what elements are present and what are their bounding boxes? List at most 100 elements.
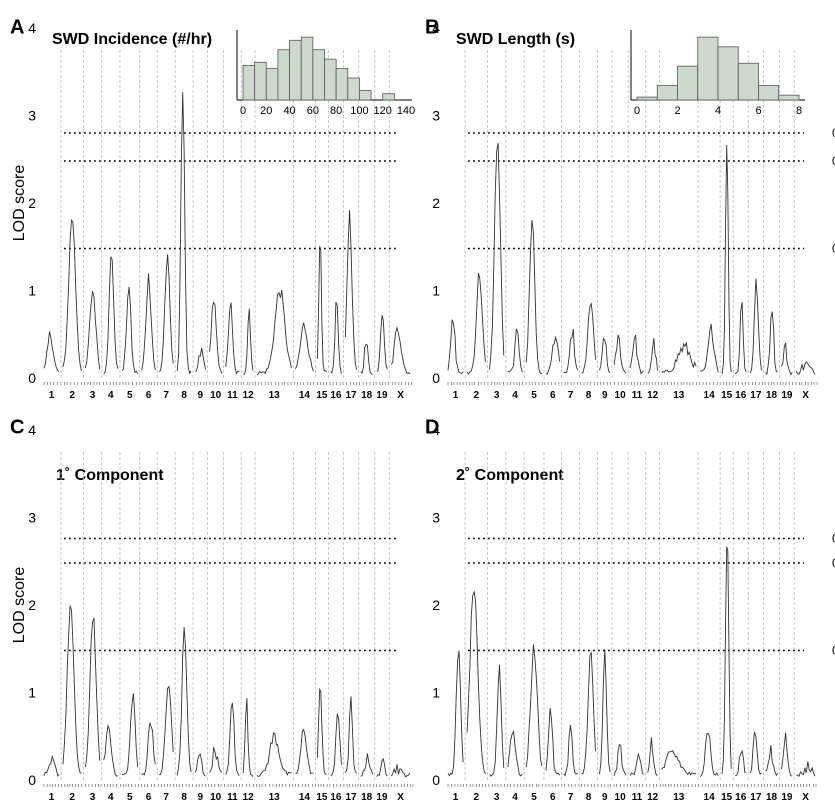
lod-curve-chr-1 xyxy=(447,319,464,375)
lod-curve-chr-6 xyxy=(141,273,156,371)
threshold-label: 0.05 xyxy=(832,126,835,140)
inset-x-tick-label: 120 xyxy=(374,105,392,117)
chromosome-tick-label: 13 xyxy=(269,390,281,401)
lod-curve-chr-15 xyxy=(316,246,327,373)
lod-curve-chr-7 xyxy=(159,685,174,775)
lod-curve-chr-18 xyxy=(360,753,374,777)
y-tick-label: 4 xyxy=(432,422,440,438)
y-tick-label: 0 xyxy=(28,370,36,386)
threshold-label: 0.63 xyxy=(832,242,835,256)
lod-curve-chr-10 xyxy=(209,747,223,773)
lod-curve-chr-8 xyxy=(176,627,192,776)
y-tick-label: 1 xyxy=(28,685,36,701)
lod-curve-chr-10 xyxy=(613,334,627,374)
panel-title: 2˚ Component xyxy=(456,467,564,484)
chromosome-tick-label: 6 xyxy=(146,390,152,401)
chromosome-tick-label: 18 xyxy=(361,792,373,800)
lod-curve-chr-16 xyxy=(735,749,747,777)
inset-bar xyxy=(289,39,302,101)
y-tick-label: 4 xyxy=(28,422,36,438)
panel-letter: D xyxy=(425,417,439,439)
chromosome-tick-label: 4 xyxy=(108,390,114,401)
lod-curve-chr-8 xyxy=(581,302,596,374)
chromosome-tick-label: 7 xyxy=(568,390,574,401)
chromosome-tick-label: 11 xyxy=(227,390,238,401)
chromosome-tick-label: 2 xyxy=(474,792,480,800)
chromosome-tick-label: 4 xyxy=(108,792,114,800)
lod-curve-chr-6 xyxy=(545,708,560,776)
inset-x-tick-label: 40 xyxy=(283,105,295,117)
lod-curve-chr-13 xyxy=(661,342,697,373)
chromosome-tick-label: 12 xyxy=(243,390,255,401)
inset-bar xyxy=(347,77,360,101)
y-tick-label: 4 xyxy=(28,20,36,36)
lod-curve-chr-1 xyxy=(43,754,60,777)
lod-curve-chr-16 xyxy=(734,301,747,375)
inset-bar xyxy=(677,65,699,101)
marker-rug xyxy=(447,382,818,385)
threshold-label: 0.05 xyxy=(832,532,835,546)
inset-bar xyxy=(312,49,325,101)
lod-curve-chr-3 xyxy=(84,617,101,768)
lod-curve-chr-X xyxy=(390,764,411,778)
chromosome-tick-label: 9 xyxy=(198,390,204,401)
lod-curve-chr-7 xyxy=(563,725,578,777)
lod-curve-chr-3 xyxy=(489,142,505,370)
chromosome-tick-label: 16 xyxy=(735,792,747,800)
lod-curve-chr-4 xyxy=(507,328,523,373)
lod-curve-chr-17 xyxy=(344,696,358,774)
inset-x-tick-label: 4 xyxy=(715,105,721,117)
inset-bar xyxy=(335,68,349,101)
lod-curve-chr-12 xyxy=(647,338,659,374)
chromosome-tick-label: 15 xyxy=(721,390,733,401)
lod-curve-chr-13 xyxy=(256,290,292,376)
lod-curve-chr-19 xyxy=(781,732,793,777)
chromosome-tick-label: 4 xyxy=(512,792,518,800)
inset-bar xyxy=(359,90,372,101)
y-tick-label: 1 xyxy=(432,283,440,299)
lod-curve-chr-3 xyxy=(489,664,505,777)
chromosome-tick-label: 4 xyxy=(512,390,518,401)
lod-curve-chr-10 xyxy=(613,743,627,776)
threshold-label: 0.01 xyxy=(832,154,835,168)
chromosome-tick-label: 1 xyxy=(49,390,55,401)
lod-curve-chr-5 xyxy=(525,220,543,375)
chromosome-tick-label: 1 xyxy=(453,792,459,800)
chromosome-tick-label: 15 xyxy=(721,792,733,800)
inset-bar xyxy=(300,36,314,101)
inset-histogram: 0 20 40 60 80 100 120 140 xyxy=(236,30,415,117)
y-tick-label: 1 xyxy=(432,685,440,701)
chromosome-tick-label: 17 xyxy=(345,792,357,800)
lod-curve-chr-8 xyxy=(581,651,596,775)
chromosome-tick-label: 5 xyxy=(531,792,537,800)
lod-curve-chr-7 xyxy=(563,329,578,374)
chromosome-tick-label: 18 xyxy=(361,390,373,401)
threshold-label: 0.63 xyxy=(832,644,835,658)
inset-bar xyxy=(265,68,279,101)
y-axis-label: LOD score xyxy=(11,165,28,242)
chromosome-tick-label: 11 xyxy=(632,792,643,800)
chromosome-tick-label: 15 xyxy=(316,390,328,401)
y-tick-label: 2 xyxy=(28,195,36,211)
inset-x-tick-label: 20 xyxy=(260,105,272,117)
inset-bar xyxy=(636,96,658,101)
lod-curve-chr-16 xyxy=(330,713,342,776)
lod-curve-chr-9 xyxy=(195,347,207,372)
inset-bar xyxy=(242,65,256,101)
lod-curve-chr-14 xyxy=(295,728,314,774)
lod-curve-chr-2 xyxy=(62,605,82,774)
lod-curve-chr-12 xyxy=(242,697,254,778)
chromosome-tick-label: 7 xyxy=(163,792,169,800)
inset-bar xyxy=(324,58,337,101)
chromosome-tick-label: 13 xyxy=(673,792,685,800)
chromosome-tick-label: X xyxy=(397,390,404,401)
chromosome-tick-label: 2 xyxy=(474,390,480,401)
chromosome-tick-label: 3 xyxy=(90,390,96,401)
lod-curve-chr-13 xyxy=(256,732,292,778)
chromosome-tick-label: 10 xyxy=(210,390,222,401)
lod-curve-chr-6 xyxy=(545,335,561,375)
lod-curve-chr-11 xyxy=(629,752,645,776)
chromosome-tick-label: 18 xyxy=(766,390,778,401)
lod-curve-chr-2 xyxy=(466,272,486,375)
